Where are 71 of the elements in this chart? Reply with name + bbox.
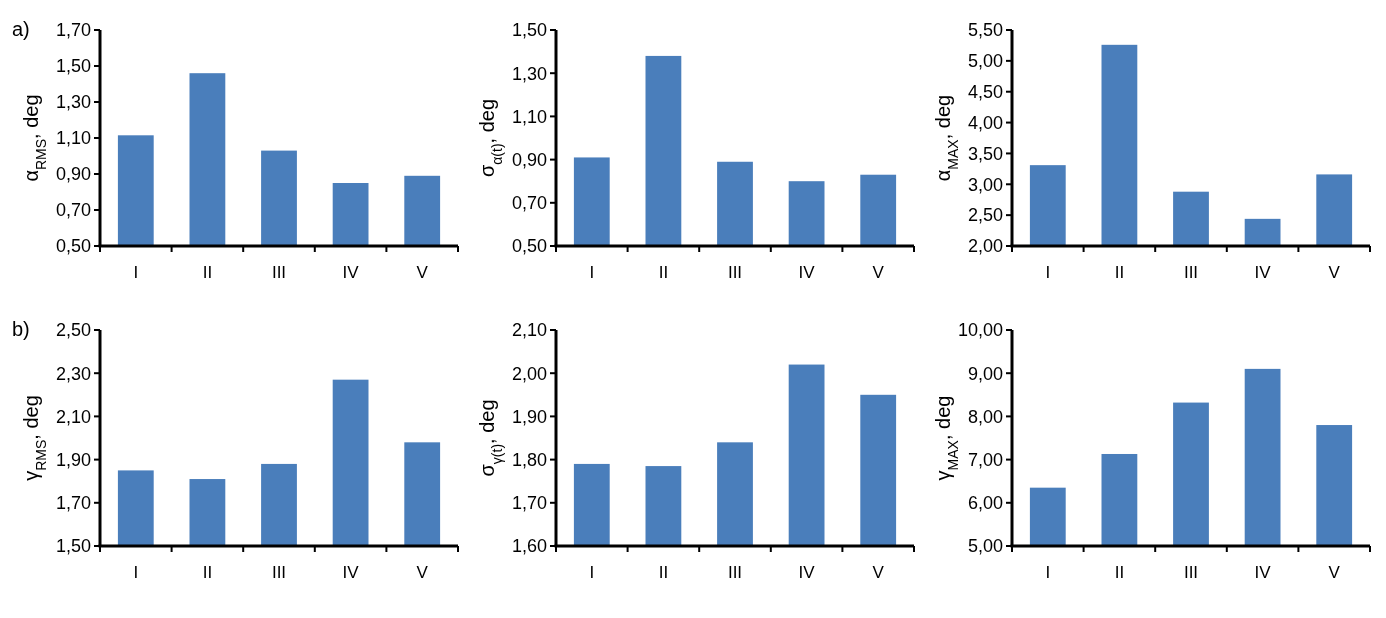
x-tick-label: IV xyxy=(1254,263,1272,282)
x-tick-label: II xyxy=(202,563,213,582)
y-tick-label: 9,00 xyxy=(967,363,1003,384)
y-tick-label: 0,70 xyxy=(511,193,547,214)
x-tick-label: III xyxy=(1183,263,1199,282)
y-tick-label: 1,90 xyxy=(55,449,91,470)
text: b) xyxy=(12,318,30,340)
y-tick-label: 8,00 xyxy=(967,406,1003,427)
y-tick-label: 1,70 xyxy=(511,493,547,514)
x-tick-label: III xyxy=(727,263,743,282)
x-tick-label: V xyxy=(872,563,885,582)
y-tick-label: 6,00 xyxy=(967,493,1003,514)
y-tick-label: 1,10 xyxy=(55,128,91,149)
y-tick-label: 1,60 xyxy=(511,536,547,557)
x-tick-label: II xyxy=(658,263,669,282)
y-tick-label: 4,50 xyxy=(967,82,1003,103)
y-tick-label: 2,00 xyxy=(967,236,1003,257)
x-tick-label: I xyxy=(133,263,139,282)
x-tick-label: II xyxy=(202,263,213,282)
x-tick-label: IV xyxy=(798,263,816,282)
y-tick-label: 0,50 xyxy=(55,236,91,257)
x-tick-label: III xyxy=(271,563,287,582)
y-tick-label: 1,70 xyxy=(55,20,91,41)
y-tick-label: 3,00 xyxy=(967,174,1003,195)
x-tick-label: II xyxy=(1114,563,1125,582)
y-tick-label: 1,50 xyxy=(511,20,547,41)
x-tick-label: II xyxy=(1114,263,1125,282)
x-tick-label: III xyxy=(1183,563,1199,582)
y-tick-label: 1,30 xyxy=(511,63,547,84)
x-tick-label: I xyxy=(1045,563,1051,582)
x-tick-label: IV xyxy=(342,563,360,582)
y-tick-label: 5,00 xyxy=(967,536,1003,557)
y-tick-label: 4,00 xyxy=(967,112,1003,133)
y-tick-label: 7,00 xyxy=(967,449,1003,470)
y-tick-label: 0,90 xyxy=(55,164,91,185)
x-tick-label: V xyxy=(1328,263,1341,282)
y-tick-label: 1,10 xyxy=(511,106,547,127)
x-tick-label: IV xyxy=(1254,563,1272,582)
y-tick-label: 0,50 xyxy=(511,236,547,257)
x-tick-label: I xyxy=(589,263,595,282)
y-tick-label: 10,00 xyxy=(957,320,1003,341)
y-tick-label: 2,10 xyxy=(511,320,547,341)
x-tick-label: V xyxy=(1328,563,1341,582)
y-tick-label: 1,90 xyxy=(511,406,547,427)
y-tick-label: 1,50 xyxy=(55,56,91,77)
y-tick-label: 2,50 xyxy=(55,320,91,341)
y-tick-label: 5,00 xyxy=(967,51,1003,72)
x-tick-label: III xyxy=(271,263,287,282)
y-tick-label: 0,70 xyxy=(55,200,91,221)
y-tick-label: 2,50 xyxy=(967,205,1003,226)
x-tick-label: I xyxy=(133,563,139,582)
x-tick-label: IV xyxy=(798,563,816,582)
y-tick-label: 1,50 xyxy=(55,536,91,557)
x-tick-label: I xyxy=(589,563,595,582)
y-tick-label: 5,50 xyxy=(967,20,1003,41)
x-tick-label: V xyxy=(872,263,885,282)
y-tick-label: 1,30 xyxy=(55,92,91,113)
x-tick-label: III xyxy=(727,563,743,582)
x-tick-label: IV xyxy=(342,263,360,282)
y-tick-label: 1,70 xyxy=(55,493,91,514)
y-tick-label: 3,50 xyxy=(967,143,1003,164)
y-tick-label: 2,10 xyxy=(55,406,91,427)
x-tick-label: I xyxy=(1045,263,1051,282)
y-tick-label: 0,90 xyxy=(511,149,547,170)
y-tick-label: 2,00 xyxy=(511,363,547,384)
x-tick-label: II xyxy=(658,563,669,582)
x-tick-label: V xyxy=(416,263,429,282)
x-tick-label: V xyxy=(416,563,429,582)
y-tick-label: 1,80 xyxy=(511,449,547,470)
text: a) xyxy=(12,18,30,40)
y-tick-label: 2,30 xyxy=(55,363,91,384)
